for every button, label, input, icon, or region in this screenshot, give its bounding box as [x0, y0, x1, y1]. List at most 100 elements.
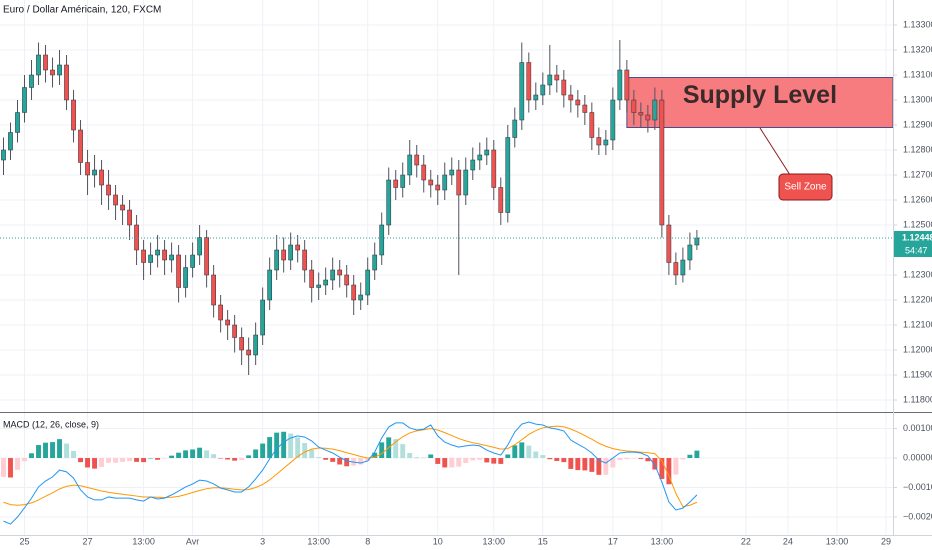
histogram-bar: [267, 437, 273, 459]
histogram-bar: [197, 447, 203, 459]
histogram-bar: [36, 445, 41, 459]
candle-body: [575, 99, 581, 106]
histogram-bar: [687, 454, 693, 459]
histogram-bar: [92, 458, 98, 469]
callout-pointer: [759, 127, 793, 179]
histogram-bar: [134, 458, 140, 462]
y-tick-label: 1.13000: [903, 94, 932, 104]
histogram-bar: [260, 443, 266, 459]
x-tick-label: 13:00: [826, 536, 849, 546]
x-tick-label: Avr: [186, 536, 199, 546]
histogram-bar: [302, 442, 308, 459]
histogram-bar: [519, 442, 525, 459]
candle-body: [36, 54, 41, 76]
candle-body: [533, 94, 539, 101]
candle-body: [512, 119, 518, 138]
histogram-bar: [183, 450, 189, 459]
candle-body: [666, 224, 672, 263]
candle-body: [288, 244, 294, 261]
candle-body: [106, 184, 111, 196]
candle-body: [673, 262, 679, 276]
candle-body: [407, 154, 413, 176]
candle-body: [624, 69, 630, 101]
candle-body: [316, 284, 322, 288]
y-tick-label: 0.00100: [903, 423, 932, 433]
histogram-bar: [547, 458, 553, 460]
signal-line: [3, 425, 698, 508]
histogram-bar: [512, 445, 518, 459]
callout-box: [778, 173, 833, 201]
supply-zone-label: Supply Level: [683, 81, 837, 109]
histogram-bar: [694, 450, 700, 459]
candle-body: [190, 254, 195, 268]
candle-body: [8, 132, 13, 151]
histogram-bar: [477, 458, 483, 460]
candle-body: [631, 99, 637, 113]
histogram-bar: [330, 458, 336, 462]
supply-zone-layer: Supply Level: [626, 77, 894, 128]
y-tick-label: 1.12600: [903, 194, 932, 204]
candle-body: [526, 62, 532, 101]
candle-body: [428, 179, 434, 186]
candle-body: [680, 259, 686, 276]
labels-layer: 25 27 13:00 Avr 3 13:00 8 10 13:00 15 17 13:00 22 24 1…: [20, 19, 932, 546]
y-tick-label: −0.00100: [903, 482, 932, 492]
candle-body: [463, 169, 469, 196]
candle-body: [435, 184, 441, 191]
x-tick-label: 13:00: [483, 536, 506, 546]
x-tick-label: 3: [260, 536, 265, 546]
candle-body: [22, 87, 27, 113]
candle-body: [659, 99, 665, 226]
histogram-bar: [120, 458, 126, 462]
candle-body: [71, 99, 76, 131]
histogram-bar: [596, 458, 602, 475]
histogram-bar: [253, 449, 259, 459]
candle-body: [92, 169, 97, 176]
candle-body: [589, 112, 595, 138]
candle-body: [652, 99, 658, 121]
histogram-bar: [456, 458, 462, 467]
histogram-bar: [127, 458, 133, 461]
histogram-bar: [85, 458, 91, 468]
histogram-bar: [379, 442, 385, 459]
histogram-bar: [526, 445, 532, 459]
x-tick-label: 29: [881, 536, 891, 546]
histogram-bar: [155, 458, 161, 460]
candle-body: [162, 249, 167, 261]
candle-body: [372, 254, 378, 271]
candle-body: [442, 174, 448, 191]
y-tick-label: 1.12700: [903, 169, 932, 179]
histogram-bar: [463, 458, 469, 464]
candle-body: [477, 154, 483, 161]
histogram-bar: [484, 458, 490, 463]
histogram-bar: [659, 458, 665, 479]
candle-body: [183, 267, 188, 288]
histogram-bar: [638, 458, 644, 459]
candle-body: [253, 334, 258, 356]
histogram-bar: [498, 458, 504, 464]
candle-body: [393, 179, 399, 188]
histogram-bar: [78, 458, 83, 463]
histogram-bar: [554, 458, 560, 461]
y-tick-label: 1.12200: [903, 294, 932, 304]
histogram-bar: [589, 458, 595, 472]
histogram-bar: [358, 458, 364, 465]
candle-body: [421, 164, 427, 181]
candle-body: [57, 64, 62, 76]
candle-body: [267, 269, 273, 301]
histogram-bar: [281, 431, 287, 459]
histogram-bar: [316, 457, 322, 459]
candle-body: [323, 279, 329, 286]
histogram-bar: [666, 458, 672, 485]
countdown-box: [894, 244, 932, 257]
candle-body: [386, 179, 392, 226]
histogram-bar: [50, 442, 55, 459]
candle-body: [218, 304, 223, 321]
histogram-bar: [71, 450, 76, 459]
histogram-bar: [540, 455, 546, 459]
x-tick-label: 13:00: [307, 536, 330, 546]
histogram-bar: [169, 455, 175, 459]
candle-body: [239, 337, 244, 351]
histogram-bar: [414, 457, 420, 459]
